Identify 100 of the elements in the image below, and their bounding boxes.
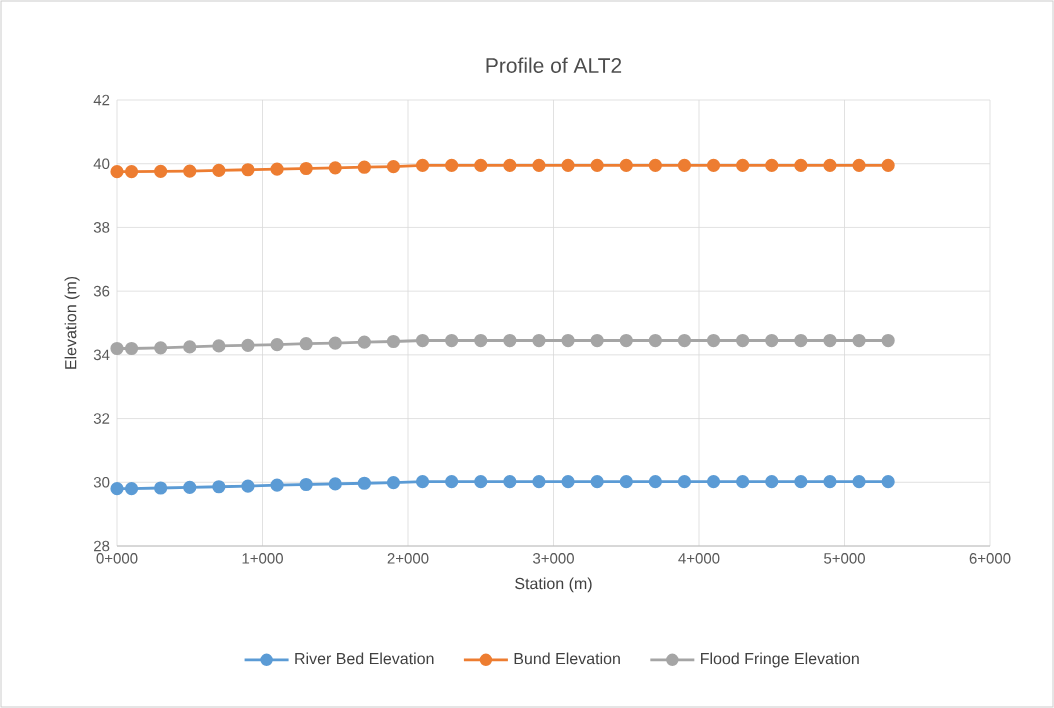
point <box>706 333 721 348</box>
point <box>183 164 197 178</box>
point <box>110 341 124 356</box>
point <box>532 333 546 348</box>
x-tick-label: 2+000 <box>387 553 429 564</box>
point <box>648 158 662 172</box>
point <box>110 165 124 179</box>
point <box>328 477 342 491</box>
point <box>124 341 139 356</box>
x-axis-title: Station (m) <box>515 577 592 593</box>
point <box>765 333 779 348</box>
point <box>183 480 197 494</box>
point <box>677 158 692 172</box>
point <box>183 340 197 354</box>
point <box>445 158 459 172</box>
point <box>299 477 313 492</box>
point <box>794 333 808 348</box>
point <box>328 161 342 175</box>
point <box>503 333 517 348</box>
y-tick-label: 40 <box>93 158 110 170</box>
point <box>299 337 313 351</box>
point <box>212 480 226 494</box>
point <box>328 336 342 350</box>
y-tick-label: 38 <box>93 222 110 233</box>
point <box>415 158 430 172</box>
point <box>823 475 837 489</box>
point <box>706 158 721 172</box>
point <box>270 162 284 176</box>
point <box>415 333 430 348</box>
x-tick-label: 3+000 <box>533 553 574 564</box>
point <box>677 333 692 348</box>
point <box>619 158 633 172</box>
point <box>823 333 837 348</box>
point <box>794 158 808 172</box>
y-tick-label: 32 <box>93 413 110 424</box>
point <box>110 482 124 496</box>
x-tick-label: 0+000 <box>96 553 138 564</box>
point <box>736 333 750 348</box>
legend-label: River Bed Elevation <box>295 652 434 665</box>
point <box>270 478 284 492</box>
point <box>415 475 430 489</box>
point <box>648 333 662 348</box>
y-tick-label: 36 <box>93 285 110 297</box>
point <box>561 475 575 489</box>
point <box>386 476 401 490</box>
point <box>241 479 255 493</box>
x-tick-label: 1+000 <box>242 553 283 564</box>
point <box>241 163 255 177</box>
point <box>794 475 808 489</box>
point <box>590 475 604 489</box>
point <box>765 475 779 489</box>
point <box>881 158 895 172</box>
point <box>386 334 401 349</box>
point <box>241 338 255 352</box>
point <box>474 475 488 489</box>
point <box>765 158 779 172</box>
point <box>386 159 401 174</box>
point <box>154 481 168 495</box>
chart-title: Profile of ALT2 <box>486 57 622 73</box>
point <box>852 158 866 172</box>
point <box>503 158 517 172</box>
point <box>823 158 837 172</box>
y-tick-label: 34 <box>93 349 110 361</box>
point <box>154 164 168 178</box>
point <box>124 482 139 496</box>
x-tick-label: 5+000 <box>824 553 865 564</box>
point <box>357 160 371 174</box>
point <box>648 475 662 489</box>
point <box>706 475 721 489</box>
y-tick-label: 42 <box>93 94 110 106</box>
point <box>357 476 371 490</box>
point <box>212 163 226 178</box>
x-tick-label: 4+000 <box>678 553 720 564</box>
y-tick-label: 30 <box>93 476 110 488</box>
point <box>736 475 750 489</box>
point <box>124 165 139 179</box>
point <box>881 333 895 348</box>
point <box>532 475 546 489</box>
point <box>881 475 895 489</box>
point <box>212 339 226 353</box>
point <box>561 158 575 172</box>
y-axis-title: Elevation (m) <box>64 276 80 369</box>
point <box>677 475 692 489</box>
point <box>561 333 575 348</box>
y-tick-label: 28 <box>94 540 110 552</box>
point <box>503 475 517 489</box>
point <box>532 158 546 172</box>
point <box>474 333 488 348</box>
point <box>445 475 459 489</box>
point <box>299 161 313 176</box>
x-tick-label: 6+000 <box>969 553 1011 564</box>
point <box>154 341 168 355</box>
point <box>852 475 866 489</box>
point <box>736 158 750 172</box>
point <box>619 333 633 348</box>
point <box>852 333 866 348</box>
legend-label: Bund Elevation <box>514 652 620 665</box>
legend-label: Flood Fringe Elevation <box>701 652 859 668</box>
point <box>590 158 604 172</box>
point <box>619 475 633 489</box>
